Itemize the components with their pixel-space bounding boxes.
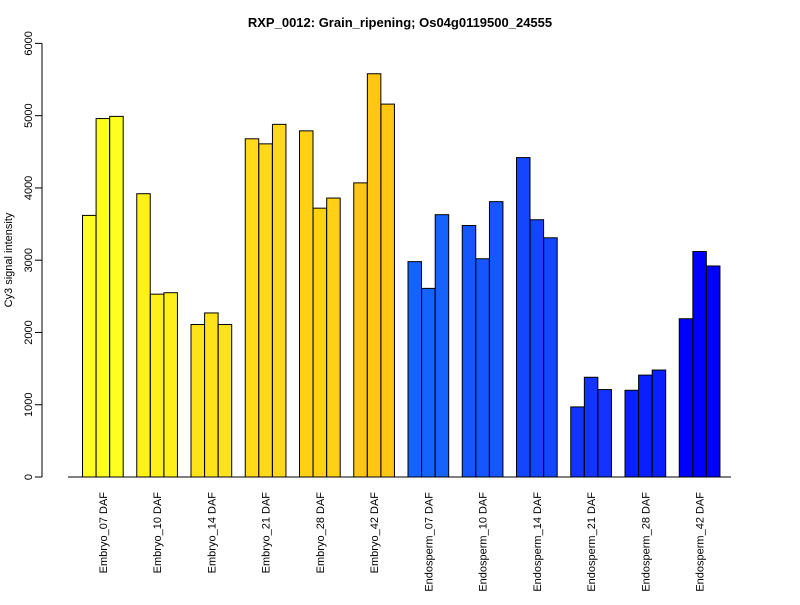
bar <box>475 258 490 478</box>
x-category-label: Embryo_10 DAF <box>152 492 164 574</box>
bar <box>651 369 667 478</box>
bars <box>82 73 721 478</box>
x-category-label: Endosperm_42 DAF <box>695 492 707 592</box>
x-category-label: Embryo_07 DAF <box>98 492 110 574</box>
bar <box>299 130 314 478</box>
x-category-label: Endosperm_21 DAF <box>586 492 598 592</box>
bar <box>163 292 178 478</box>
bar <box>543 237 558 478</box>
bar <box>109 115 124 478</box>
y-axis-label: Cy3 signal intensity <box>3 212 15 307</box>
x-category-label: Endosperm_10 DAF <box>478 492 490 592</box>
bar <box>692 251 707 478</box>
bar <box>434 214 450 478</box>
bar <box>624 389 639 478</box>
bar <box>312 207 328 478</box>
x-category-label: Embryo_14 DAF <box>206 492 218 574</box>
bar <box>136 193 151 478</box>
bar <box>353 182 368 478</box>
bar <box>217 324 233 478</box>
bar <box>149 293 165 478</box>
y-tick-label: 0 <box>23 474 35 480</box>
bar <box>366 73 382 478</box>
bar <box>244 138 260 478</box>
bar <box>271 123 287 478</box>
y-tick-label: 3000 <box>23 248 35 272</box>
bar <box>421 287 436 478</box>
y-tick-label: 1000 <box>23 392 35 416</box>
bar <box>95 118 111 478</box>
y-tick-label: 2000 <box>23 320 35 344</box>
bar <box>678 318 694 478</box>
y-tick-label: 6000 <box>23 31 35 55</box>
bar <box>380 103 395 478</box>
bar <box>258 143 273 478</box>
bar <box>583 376 599 478</box>
x-category-label: Endosperm_14 DAF <box>532 492 544 592</box>
x-category-label: Embryo_42 DAF <box>369 492 381 574</box>
bar <box>570 406 585 478</box>
bar <box>705 265 721 478</box>
bar <box>204 312 219 478</box>
y-ticks: 0 1000 2000 3000 4000 5000 6000 <box>23 31 42 480</box>
x-category-label: Embryo_28 DAF <box>315 492 327 574</box>
bar <box>190 324 205 478</box>
x-labels: Embryo_07 DAF Embryo_10 DAF Embryo_14 DAF E… <box>98 492 707 592</box>
bar <box>407 261 422 478</box>
bar <box>597 389 612 478</box>
bar <box>326 197 341 478</box>
bar <box>516 157 531 478</box>
x-category-label: Embryo_21 DAF <box>261 492 273 574</box>
bar <box>488 201 504 478</box>
chart-title: RXP_0012: Grain_ripening; Os04g0119500_2… <box>248 15 552 30</box>
bar <box>461 225 477 478</box>
bar <box>82 214 97 478</box>
bar <box>529 219 545 478</box>
x-category-label: Endosperm_07 DAF <box>423 492 435 592</box>
bar <box>638 374 653 478</box>
x-category-label: Endosperm_28 DAF <box>640 492 652 592</box>
y-tick-label: 4000 <box>23 176 35 200</box>
y-tick-label: 5000 <box>23 103 35 127</box>
